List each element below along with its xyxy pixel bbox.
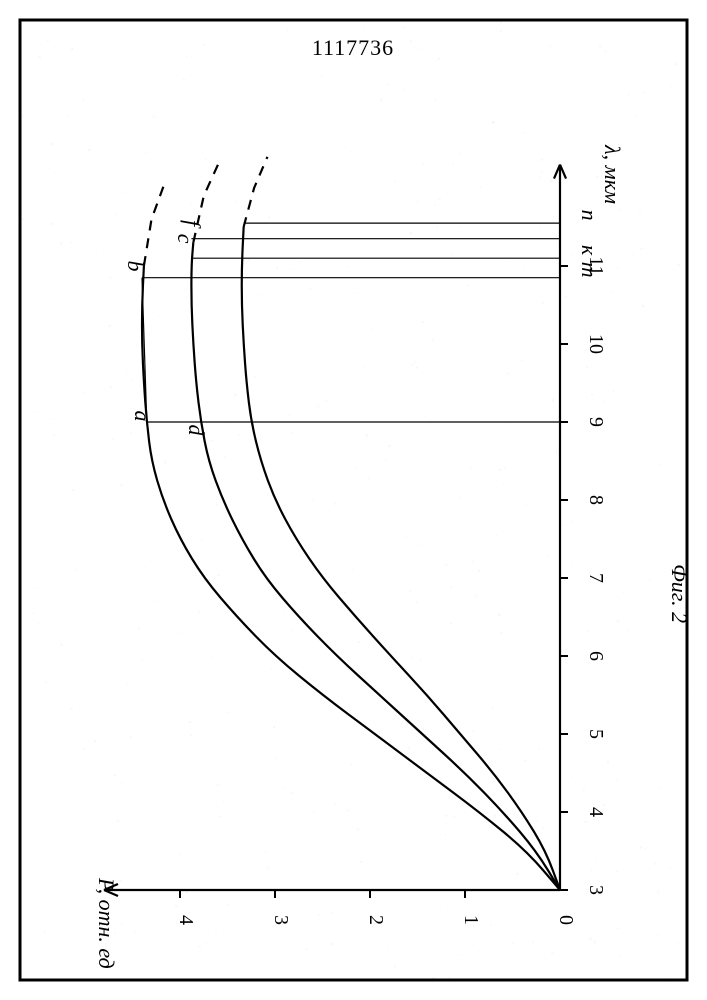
x-axis-label: λ, мкм <box>600 144 625 204</box>
doc-number: 1117736 <box>312 35 394 60</box>
x-tick-label: 9 <box>585 417 607 427</box>
curve-top-dashed <box>144 180 166 266</box>
curve-middle-dashed <box>193 165 218 243</box>
x-tick-label: 5 <box>585 729 607 739</box>
x-tick-label: 10 <box>585 334 607 354</box>
curve-label-b: b <box>123 261 148 272</box>
y-tick-label: 0 <box>555 915 577 925</box>
curve-bottom <box>242 227 560 890</box>
pt-a: a <box>130 411 155 422</box>
drop-label: n <box>577 210 602 221</box>
y-tick-label: 1 <box>460 915 482 925</box>
curve-bottom-dashed <box>244 157 268 227</box>
pt-d: d <box>184 425 209 437</box>
drop-label: к <box>577 245 602 256</box>
y-tick-label: 3 <box>270 915 292 925</box>
x-tick-label: 6 <box>585 651 607 661</box>
drop-label: m <box>577 262 602 278</box>
curve-top <box>142 266 560 890</box>
y-tick-label: 4 <box>175 915 197 925</box>
y-axis-label: P, отн. ед <box>94 877 119 969</box>
chart: λ, мкмP, отн. ед3456789101101234mкnadbcf… <box>94 144 692 969</box>
x-tick-label: 3 <box>585 885 607 895</box>
x-tick-label: 7 <box>585 573 607 583</box>
figure-label: Фиг. 2 <box>667 564 692 623</box>
x-tick-label: 8 <box>585 495 607 505</box>
curve-label-f: f <box>180 220 205 229</box>
x-tick-label: 4 <box>585 807 607 817</box>
y-tick-label: 2 <box>365 915 387 925</box>
curve-middle <box>191 243 560 890</box>
curve-label-c: c <box>173 234 198 244</box>
